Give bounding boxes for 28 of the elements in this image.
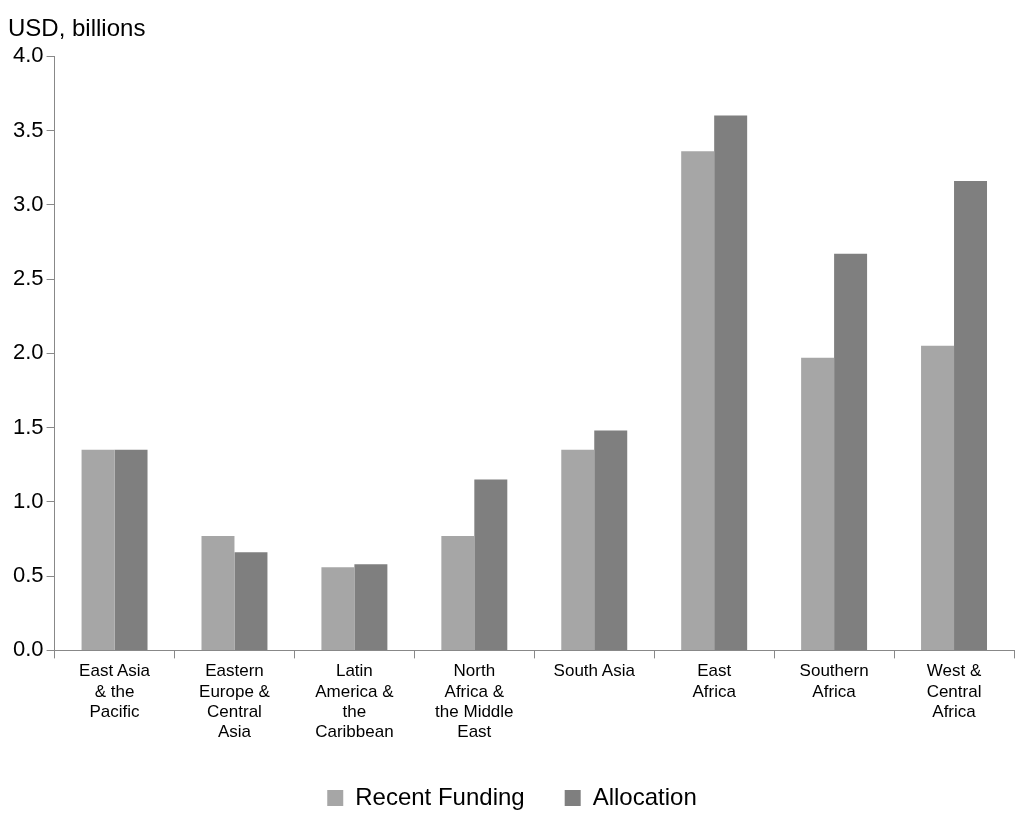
y-tick-label: 4.0 [12, 42, 44, 68]
bar [801, 357, 835, 650]
bar [441, 536, 475, 650]
y-axis-title: USD, billions [8, 14, 146, 42]
x-tick-label: Southern Africa [799, 661, 869, 701]
y-tick-label: 1.5 [12, 413, 44, 439]
y-tick-label: 3.0 [12, 190, 44, 216]
y-tick-label: 2.5 [12, 265, 44, 291]
y-tick-label: 0.5 [12, 562, 44, 588]
bar [321, 567, 355, 650]
x-tick-label: East Africa [692, 661, 737, 701]
x-tick-label: North Africa & the Middle East [435, 661, 514, 742]
x-tick-label: Eastern Europe & Central Asia [199, 661, 271, 742]
x-tick-label: Latin America & the Caribbean [315, 661, 395, 742]
x-tick-label: South Asia [553, 661, 636, 681]
x-tick-label: East Asia & the Pacific [79, 661, 151, 722]
x-tick-label: West & Central Africa [926, 661, 982, 722]
y-tick-label: 3.5 [12, 116, 44, 142]
bar [201, 536, 235, 650]
bar [921, 345, 955, 650]
bar [561, 449, 595, 650]
y-tick-label: 0.0 [12, 636, 44, 662]
legend-label: Recent Funding [355, 782, 525, 810]
y-tick-label: 1.0 [12, 487, 44, 513]
bar [681, 151, 715, 650]
y-tick-label: 2.0 [12, 339, 44, 365]
bar [81, 449, 115, 650]
legend-label: Allocation [592, 782, 697, 810]
